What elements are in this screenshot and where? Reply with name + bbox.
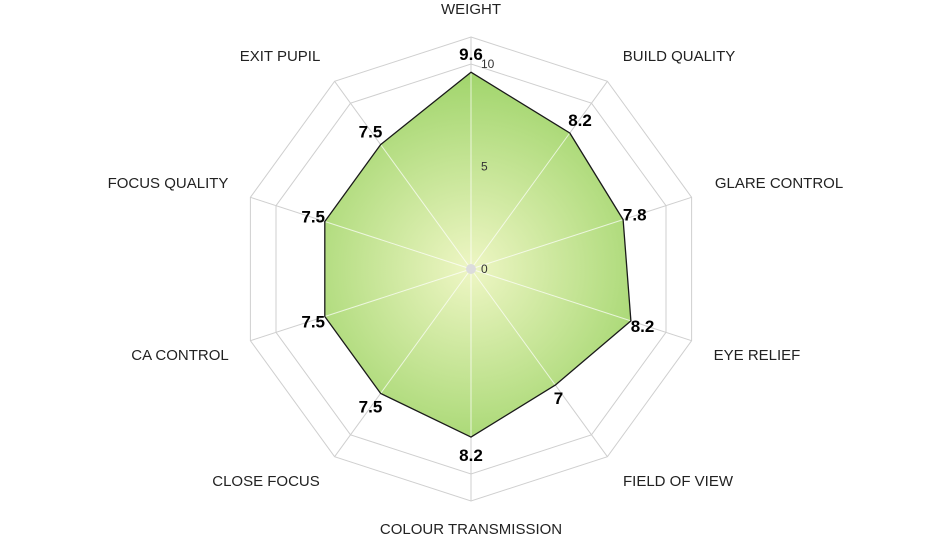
series-spoke — [380, 268, 472, 394]
series-spoke — [470, 268, 632, 322]
series-spoke — [380, 144, 472, 270]
data-label: 7.5 — [359, 123, 383, 142]
axis-label: WEIGHT — [441, 1, 501, 18]
axis-label: EXIT PUPIL — [240, 48, 321, 65]
series-outline — [324, 71, 632, 438]
radial-tick-labels: 0 5 10 — [481, 57, 495, 276]
axis-label: BUILD QUALITY — [623, 48, 736, 65]
center-point — [466, 264, 476, 274]
data-label: 7.5 — [359, 397, 383, 416]
data-label: 8.2 — [631, 317, 655, 336]
series-spoke — [470, 132, 571, 270]
axis-label: CA CONTROL — [131, 347, 229, 364]
radar-series — [324, 71, 632, 438]
series-area — [324, 72, 631, 438]
series-spoke — [324, 268, 472, 317]
data-label: 7.5 — [301, 313, 325, 332]
value-labels: 9.6 8.2 7.8 8.2 7 8.2 7.5 7.5 7.5 7.5 — [301, 45, 654, 465]
tick-label: 0 — [481, 262, 488, 276]
axis-label: EYE RELIEF — [714, 347, 801, 364]
axis-labels: WEIGHT BUILD QUALITY GLARE CONTROL EYE RELI… — [108, 1, 844, 538]
data-label: 7.8 — [623, 206, 647, 225]
data-label: 7.5 — [301, 208, 325, 227]
series-spoke — [470, 268, 556, 386]
data-label: 7 — [554, 389, 563, 408]
axis-label: COLOUR TRANSMISSION — [380, 521, 562, 538]
tick-label: 10 — [481, 57, 495, 71]
series-spoke — [470, 219, 624, 270]
axis-label: FIELD OF VIEW — [623, 473, 734, 490]
tick-label: 5 — [481, 160, 488, 174]
data-label: 9.6 — [459, 45, 483, 64]
series-spoke — [324, 221, 472, 270]
axis-label: GLARE CONTROL — [715, 175, 843, 192]
data-label: 8.2 — [459, 446, 483, 465]
data-label: 8.2 — [568, 111, 592, 130]
axis-label: CLOSE FOCUS — [212, 473, 320, 490]
axis-label: FOCUS QUALITY — [108, 175, 229, 192]
